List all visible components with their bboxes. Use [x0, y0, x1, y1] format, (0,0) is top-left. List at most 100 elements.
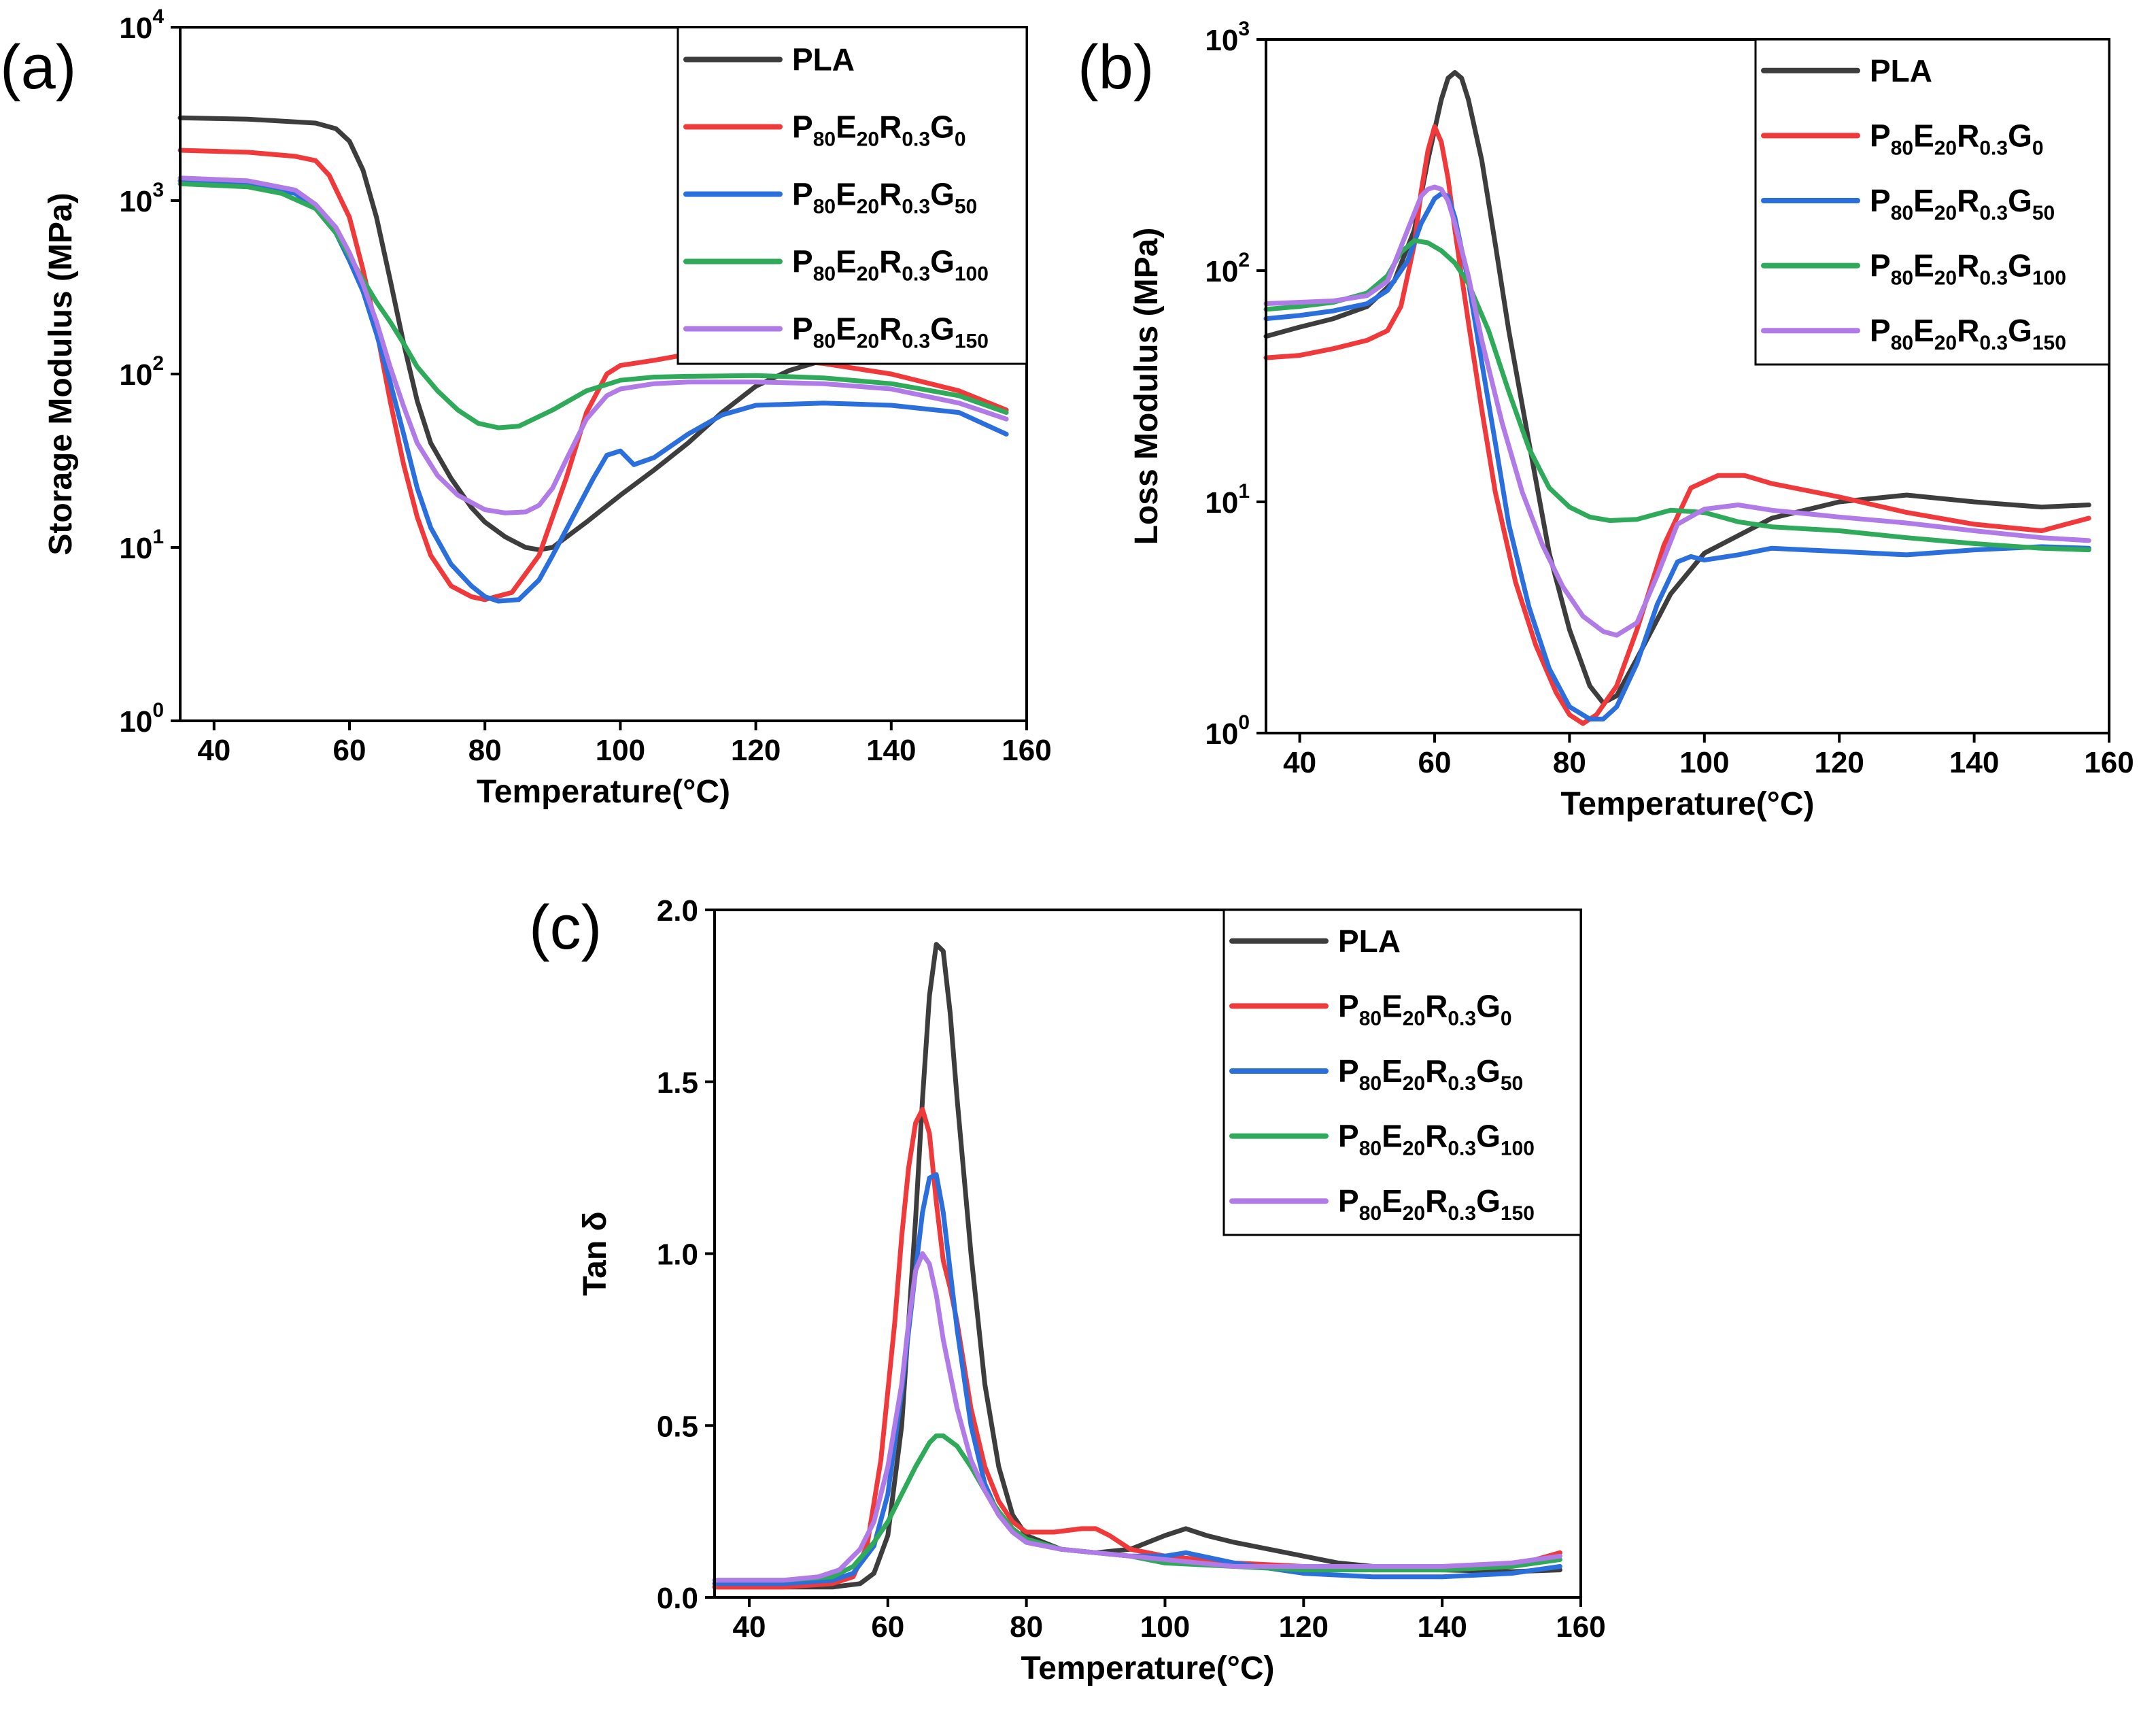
legend-label-subscript: 0.3 — [1979, 332, 2008, 354]
x-tick-label: 160 — [1556, 1610, 1605, 1644]
legend-label: PLA — [1870, 53, 1932, 88]
legend-label-part: R — [879, 311, 902, 347]
panel-label-c: (c) — [529, 893, 602, 962]
legend-label-part: E — [1382, 1053, 1403, 1089]
x-tick-label: 100 — [596, 734, 645, 767]
x-tick-label: 60 — [333, 734, 366, 767]
legend-label-part: P — [1338, 1053, 1359, 1089]
y-tick-base: 10 — [119, 532, 152, 565]
panel-c: (c) 40 60 80 100 120 140 160 0.0 0.5 1.0 1.5 2.0 Temp… — [529, 893, 1606, 1686]
y-axis-title-c: Tan δ — [577, 1211, 613, 1295]
legend-label-part: R — [879, 177, 902, 212]
legend-label-part: R — [1957, 183, 1979, 218]
series-line-c-PLA — [712, 942, 1562, 1590]
y-tick-base: 10 — [1205, 486, 1238, 520]
legend-label-subscript: 80 — [813, 129, 836, 151]
legend-label-part: R — [879, 109, 902, 145]
legend-label-part: E — [836, 311, 857, 347]
plot-frame-b — [1265, 38, 2110, 734]
y-tick-base: 10 — [119, 705, 152, 739]
series-line-b-P80E20R0_3G150 — [1263, 184, 2091, 638]
x-tick-label: 120 — [1814, 746, 1864, 779]
legend-label: P80E20R0.3G0 — [1338, 988, 1512, 1030]
y-tick-label: 101 — [1205, 480, 1250, 520]
legend-label-part: G — [2008, 248, 2032, 284]
legend-label-subscript: 80 — [1891, 332, 1913, 354]
legend-label-part: G — [930, 244, 955, 279]
legend-label-part: R — [879, 244, 902, 279]
legend-label-subscript: 0.3 — [902, 196, 930, 218]
series-line-a-P80E20R0_3G50 — [177, 178, 1009, 604]
legend-label-part: G — [2008, 313, 2032, 348]
legend-label-part: G — [1476, 988, 1501, 1023]
legend-label-part: P — [1870, 248, 1891, 284]
legend-label-subscript: 100 — [955, 263, 989, 286]
legend-label-part: E — [836, 244, 857, 279]
legend-label: P80E20R0.3G0 — [1870, 118, 2044, 159]
legend-label-part: P — [1338, 988, 1359, 1023]
x-tick-label: 60 — [871, 1610, 904, 1644]
legend-label-subscript: 100 — [1501, 1138, 1535, 1160]
x-tick-label: 40 — [732, 1610, 766, 1644]
y-tick-label: 1.0 — [657, 1238, 698, 1272]
legend-label-part: E — [1382, 988, 1403, 1023]
y-tick-label: 102 — [119, 352, 164, 392]
legend-label-part: E — [1382, 1183, 1403, 1219]
legend-label-subscript: 150 — [1501, 1202, 1535, 1225]
legend-label: P80E20R0.3G50 — [1338, 1053, 1523, 1095]
y-tick-exponent: 3 — [1238, 18, 1250, 40]
legend-label-subscript: 80 — [1891, 202, 1913, 224]
legend-label-subscript: 20 — [1934, 267, 1957, 290]
legend-label-subscript: 0.3 — [902, 129, 930, 151]
legend-label-part: G — [930, 109, 955, 145]
legend-label-subscript: 20 — [857, 129, 879, 151]
legend-label-subscript: 0.3 — [1448, 1007, 1476, 1030]
legend-label: P80E20R0.3G100 — [792, 244, 989, 286]
y-tick-label: 104 — [119, 5, 164, 45]
legend-label-part: R — [1425, 1183, 1448, 1219]
legend-label-part: G — [2008, 118, 2032, 153]
legend-label-part: P — [1870, 118, 1891, 153]
legend-label-part: G — [1476, 1183, 1501, 1219]
y-tick-exponent: 1 — [1238, 480, 1250, 503]
panel-a: (a)40 60 80 100 120 140 160100101102103104Temp… — [0, 5, 1052, 810]
x-axis-title-b: Temperature(°C) — [1560, 786, 1814, 822]
legend-label-subscript: 20 — [1403, 1202, 1425, 1225]
legend-label-part: E — [836, 109, 857, 145]
y-axis-title-a: Storage Modulus (MPa) — [43, 192, 79, 555]
legend-c: PLAP80E20R0.3G0P80E20R0.3G50P80E20R0.3G1… — [1222, 909, 1582, 1236]
x-tick-label: 80 — [468, 734, 502, 767]
legend-label-subscript: 50 — [1501, 1072, 1523, 1095]
legend-label-subscript: 80 — [1891, 267, 1913, 290]
legend-label-part: PLA — [1338, 923, 1401, 959]
y-tick-exponent: 1 — [152, 526, 164, 548]
legend-label-subscript: 0 — [955, 129, 966, 151]
legend-label-subscript: 0.3 — [1979, 267, 2008, 290]
x-tick-label: 160 — [1002, 734, 1051, 767]
legend-label-part: R — [1957, 313, 1979, 348]
legend-label-subscript: 80 — [1359, 1138, 1382, 1160]
legend-label-subscript: 0.3 — [1448, 1138, 1476, 1160]
series-line-a-P80E20R0_3G100 — [177, 181, 1009, 430]
legend-label-part: P — [792, 244, 813, 279]
x-tick-label: 40 — [197, 734, 230, 767]
y-tick-exponent: 0 — [152, 699, 164, 722]
y-tick-exponent: 4 — [152, 5, 164, 28]
series-line-c-P80E20R0_3G150 — [712, 1251, 1562, 1583]
series-line-b-P80E20R0_3G0 — [1263, 124, 2091, 726]
legend-label-subscript: 0.3 — [1448, 1202, 1476, 1225]
series-group-c — [712, 942, 1562, 1590]
legend-label-subscript: 0.3 — [1979, 202, 2008, 224]
y-tick-label: 0.0 — [657, 1582, 698, 1615]
y-tick-label: 1.5 — [657, 1066, 698, 1100]
legend-label-subscript: 0.3 — [902, 263, 930, 286]
series-line-b-P80E20R0_3G50 — [1263, 191, 2091, 722]
legend-label-part: P — [1870, 313, 1891, 348]
legend-label-part: P — [1338, 1183, 1359, 1219]
legend-label-subscript: 80 — [813, 330, 836, 353]
legend-label: P80E20R0.3G50 — [792, 177, 977, 218]
x-tick-label: 100 — [1679, 746, 1729, 779]
legend-label-subscript: 80 — [1359, 1202, 1382, 1225]
legend-label-subscript: 80 — [1891, 137, 1913, 159]
legend-label-subscript: 80 — [1359, 1072, 1382, 1095]
